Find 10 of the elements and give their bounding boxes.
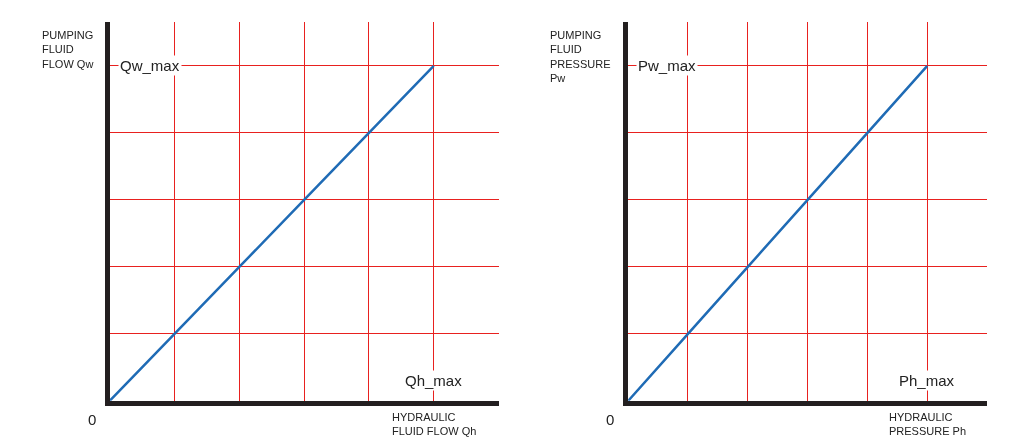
y-axis-title: PUMPING FLUID FLOW Qw [42, 29, 94, 70]
annotation: Qw_max [120, 57, 180, 74]
annotation: Qh_max [405, 372, 463, 389]
text: 0 [606, 411, 615, 428]
text: 0 [88, 411, 97, 428]
annotation: Ph_max [899, 372, 955, 389]
x-axis-title: HYDRAULIC FLUID FLOW Qh [392, 411, 477, 438]
annotation: Pw_max [638, 57, 697, 74]
y-axis-title: PUMPING FLUID PRESSURE Pw [550, 29, 611, 84]
x-axis-title: HYDRAULIC PRESSURE Ph [889, 411, 967, 438]
